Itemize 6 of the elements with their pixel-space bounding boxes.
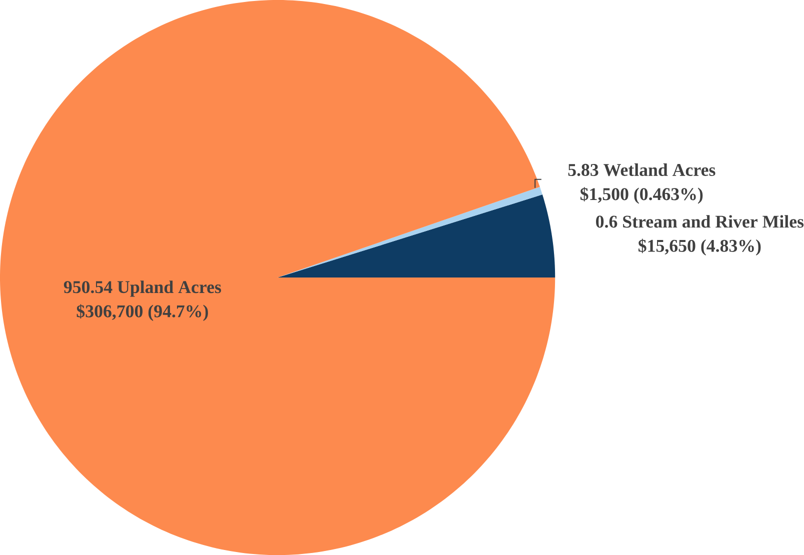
slice-label: 0.6 Stream and River Miles (596, 215, 804, 228)
data-label: $306,700 (94.7%) (76, 304, 208, 321)
data-label: $15,650 (4.83%) (638, 238, 761, 256)
slice-label: 5.83 Wetland Acres (568, 163, 716, 176)
data-label: $1,500 (0.463%) (580, 187, 703, 204)
slice-label: 950.54 Upland Acres (64, 280, 222, 297)
